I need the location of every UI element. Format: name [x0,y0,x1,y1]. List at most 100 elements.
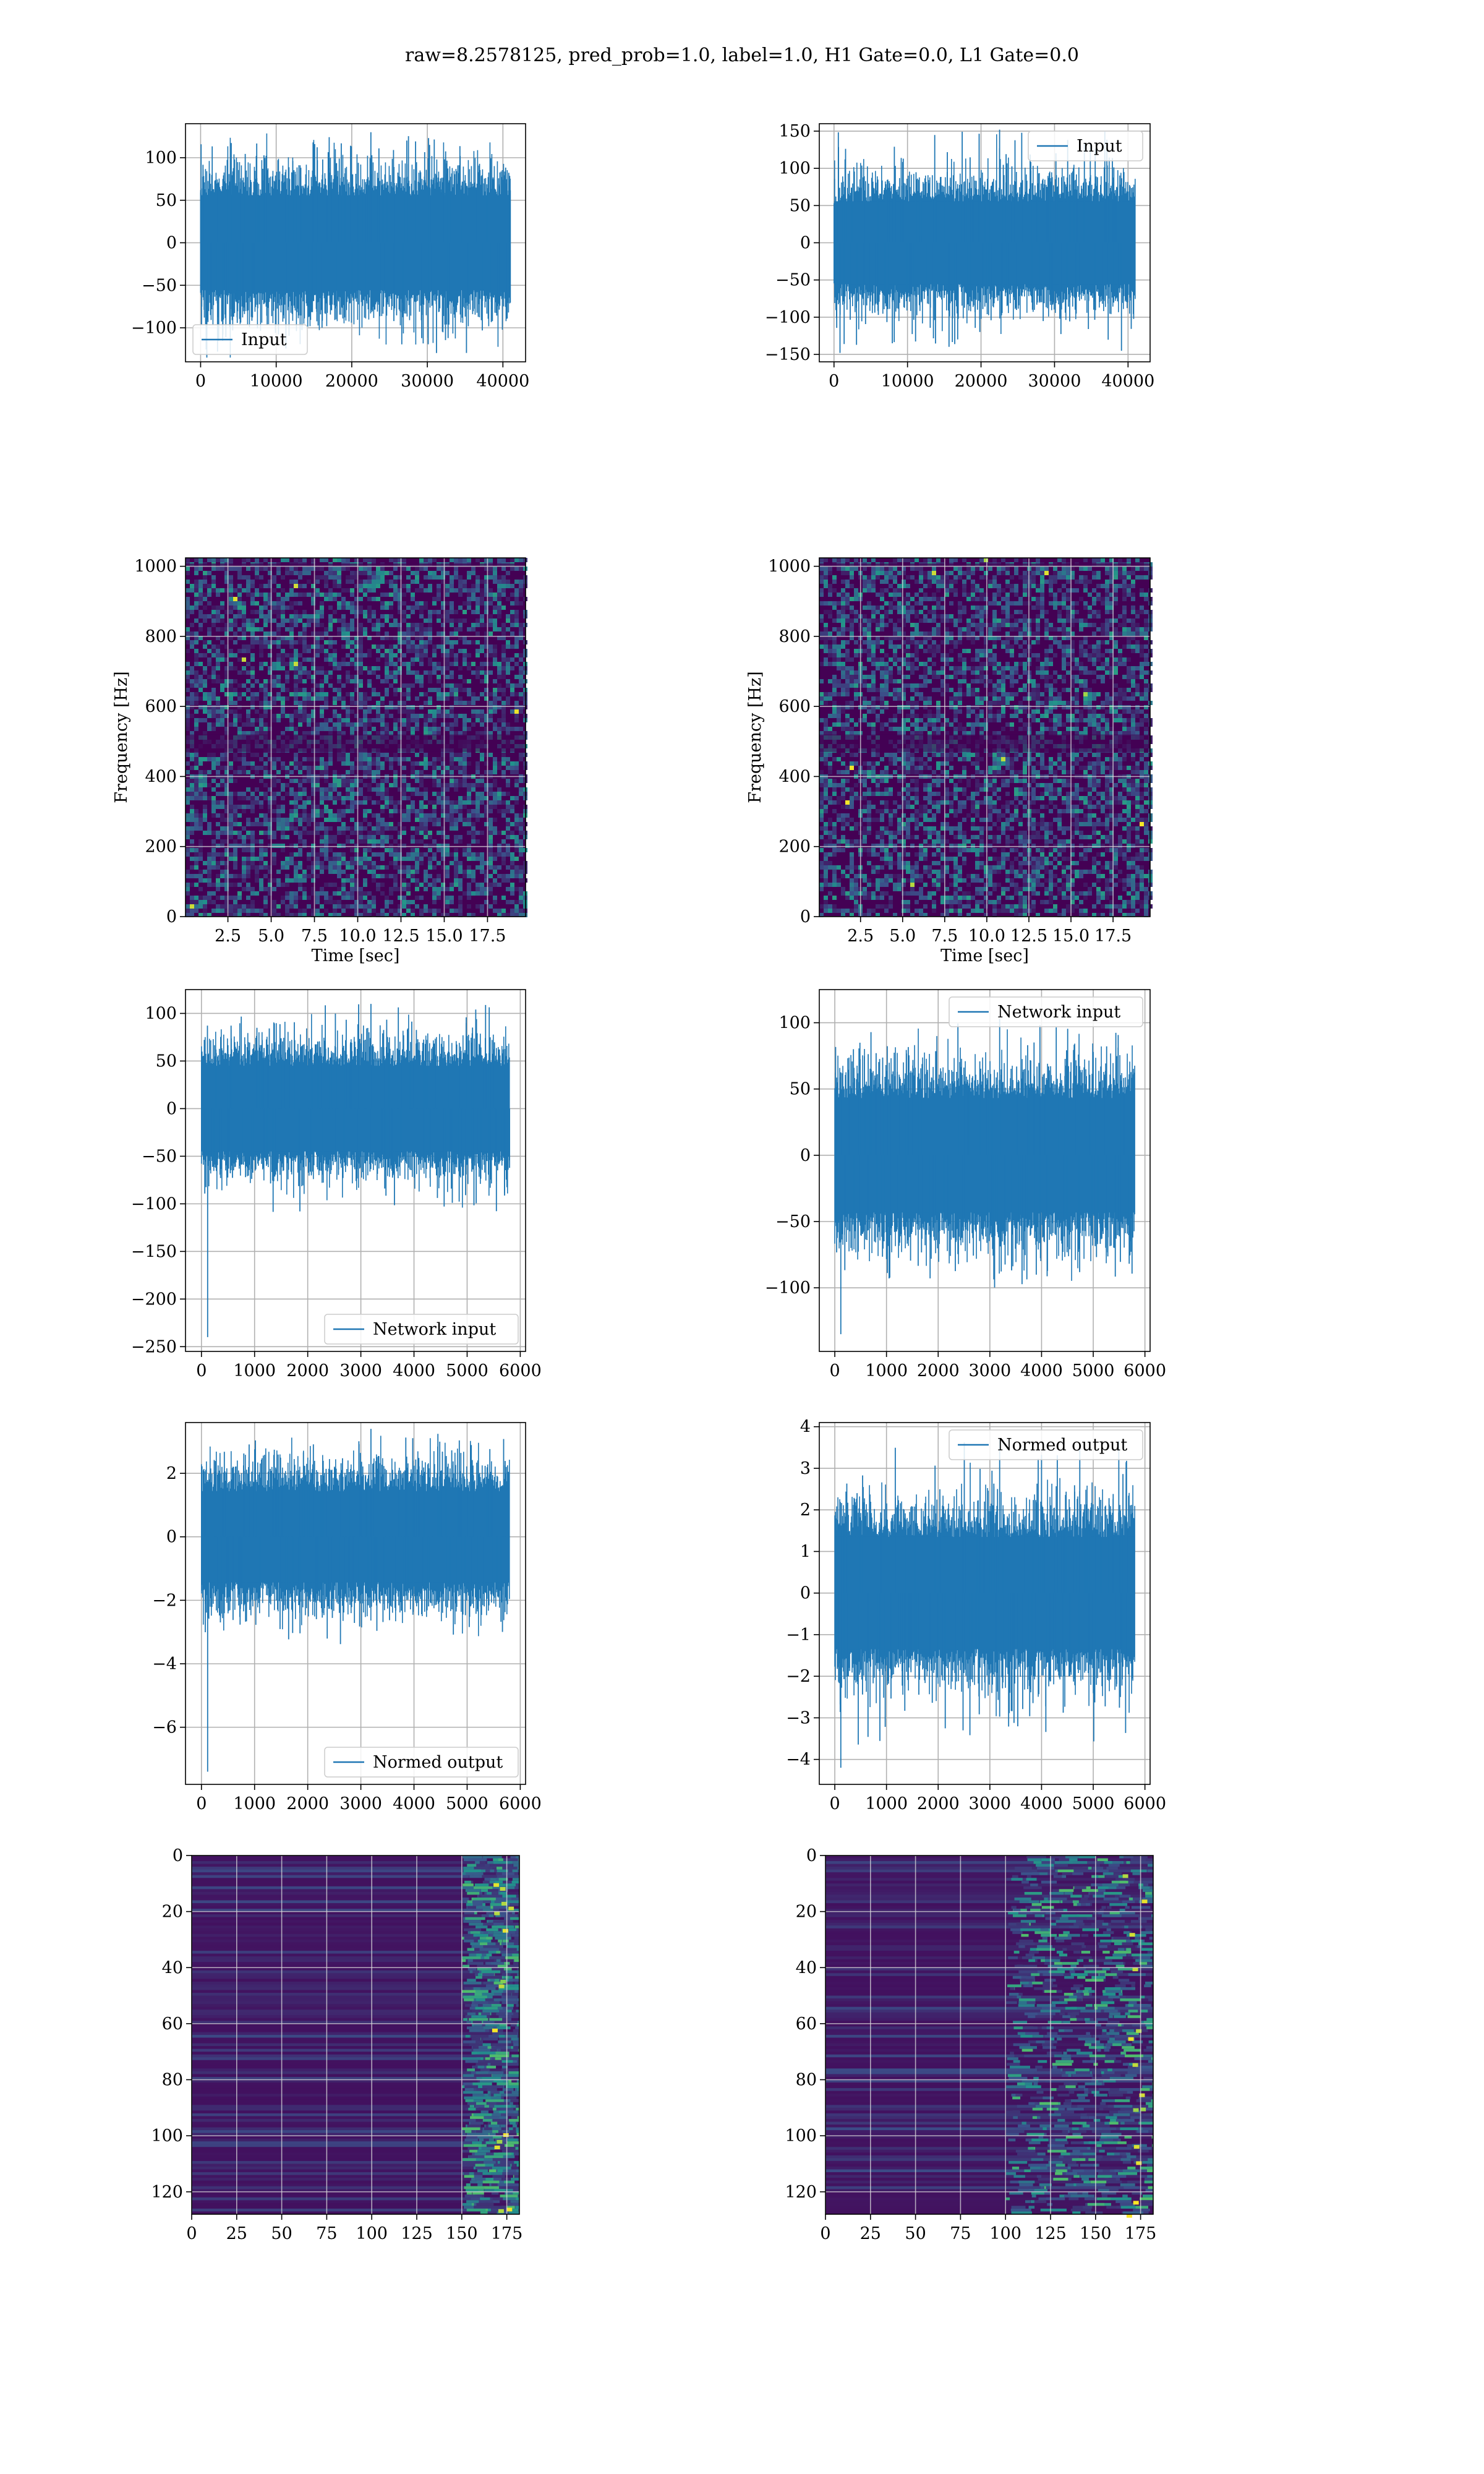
panel-p3-heat-cell [276,792,281,796]
panel-p3-heat-cell [376,753,380,757]
panel-p3-heat-cell [471,913,475,917]
panel-p3-heat-cell [480,623,484,627]
panel-p3-heat-cell [328,567,333,571]
panel-p3-heat-cell [441,809,445,813]
panel-p3-heat-cell [268,891,272,896]
panel-p3-heat-cell [406,696,411,701]
panel-p3-heat-cell [497,852,501,857]
panel-p3-heat-cell [406,904,411,909]
panel-p3-heat-cell [475,783,480,787]
panel-p4-heat-cell [1109,649,1114,653]
panel-p3-heat-cell [424,792,428,796]
panel-p3-heat-cell [190,679,194,683]
panel-p3-heat-cell [294,610,298,614]
panel-p3-heat-cell [488,865,493,870]
panel-p3-heat-cell [363,813,367,818]
panel-p3-heat-cell [493,623,497,627]
panel-p3-heat-cell [333,839,337,844]
panel-p3-heat-cell [211,688,216,692]
panel-p4-heat-cell [1049,644,1053,649]
panel-p3-heat-cell [246,896,250,900]
panel-p4-heat-cell [1070,588,1075,593]
panel-p4-heat-cell [1062,649,1066,653]
panel-p3-heat-cell [337,618,341,623]
panel-p3-heat-cell [454,800,458,805]
panel-p3-heat-cell [445,766,450,770]
panel-p4-heat-cell [1053,580,1057,584]
panel-p4-heat-cell [854,558,858,562]
panel-p3-heat-cell [380,826,385,831]
panel-p3-heat-cell [307,593,311,597]
panel-p3-heat-cell [324,909,328,913]
panel-p3-heat-cell [311,675,315,679]
panel-p4-heat-cell [953,558,958,562]
panel-p3-heat-cell [190,753,194,757]
panel-p4-heat-cell [927,649,932,653]
panel-p3-heat-cell [237,696,242,701]
panel-p3-heat-cell [242,614,246,618]
panel-p3-heat-cell [428,696,432,701]
panel-p3-heat-cell [224,727,229,731]
panel-p3-heat-cell [259,593,263,597]
panel-p3-heat-cell [450,805,454,809]
panel-p3-heat-cell [450,731,454,735]
panel-p3-heat-cell [424,558,428,562]
panel-p3-heat-cell [514,644,519,649]
panel-p4-heat-cell [1057,614,1062,618]
panel-p3-heat-cell [315,831,320,835]
panel-p3-heat-cell [398,727,402,731]
panel-p3-heat-cell [402,709,406,714]
panel-p3-heat-cell [497,718,501,722]
panel-p3-heat-cell [186,753,190,757]
panel-p4-heat-cell [871,610,876,614]
panel-p4-heat-cell [871,588,876,593]
panel-p4-heat-cell [1005,597,1010,601]
panel-p4-heat-cell [1114,575,1118,580]
panel-p3-heat-cell [272,580,276,584]
panel-p3-heat-cell [467,571,471,575]
panel-p3-heat-cell [250,610,255,614]
panel-p3-heat-cell [268,593,272,597]
panel-p3-heat-cell [186,813,190,818]
panel-p3-heat-cell [380,731,385,735]
panel-p3-heat-cell [372,692,376,696]
panel-p3-heat-cell [376,865,380,870]
panel-p4-heat-cell [919,631,923,636]
panel-p3-heat-cell [285,883,289,887]
panel-p3-heat-cell [432,575,437,580]
panel-p3-heat-cell [428,688,432,692]
panel-p3-heat-cell [259,636,263,640]
panel-p3-heat-cell [372,900,376,904]
panel-p4-heat-cell [1044,571,1049,575]
panel-p3-heat-cell [428,675,432,679]
panel-p4-heat-cell [915,653,919,657]
panel-p4-heat-cell [1135,610,1140,614]
panel-p3-heat-cell [220,567,224,571]
panel-p3-heat-cell [341,627,346,631]
panel-p3-heat-cell [372,575,376,580]
panel-p3-heat-cell [186,567,190,571]
panel-p3-heat-cell [320,683,324,688]
panel-p3-heat-cell [307,718,311,722]
panel-p3-heat-cell [315,692,320,696]
panel-p3-heat-cell [320,727,324,731]
panel-p4-heat-cell [837,644,841,649]
panel-p3-heat-cell [406,852,411,857]
panel-p3-heat-cell [302,909,307,913]
panel-p3-heat-cell [224,757,229,761]
panel-p3-heat-cell [480,852,484,857]
panel-p3-heat-cell [441,852,445,857]
panel-p3-heat-cell [281,826,285,831]
panel-p4-heat-cell [863,623,867,627]
panel-p3-heat-cell [354,831,359,835]
panel-p3-heat-cell [186,883,190,887]
panel-p3-heat-cell [497,688,501,692]
panel-p3-heat-cell [441,636,445,640]
panel-p4-heat-cell [1070,614,1075,618]
panel-p3-heat-cell [237,891,242,896]
panel-p3-heat-cell [246,844,250,848]
panel-p3-heat-cell [307,800,311,805]
panel-p3-heat-cell [298,865,302,870]
panel-p3-heat-cell [224,714,229,718]
panel-p4-heat-cell [1096,644,1101,649]
